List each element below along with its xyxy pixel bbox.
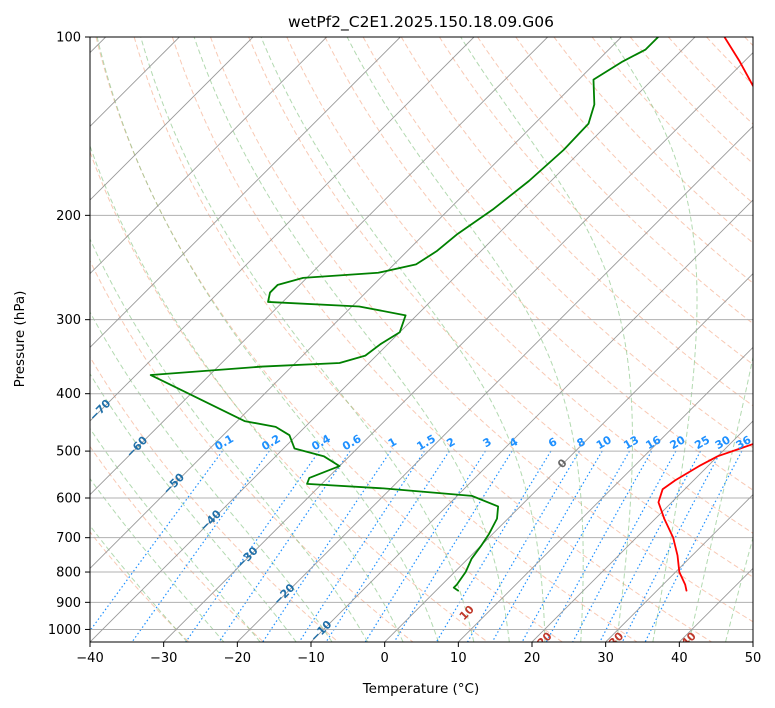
moist-adiabat-line (688, 354, 753, 642)
isotherm-line (90, 37, 696, 642)
dry-adiabat-line (248, 37, 753, 578)
dry-adiabat-line (90, 445, 264, 642)
isotherm-line (531, 420, 753, 642)
x-axis: −40 −30 −20 −10 0 10 20 30 40 50 (76, 642, 761, 666)
y-tick-label: 200 (56, 209, 81, 224)
mixing-ratio-line (621, 450, 722, 642)
x-tick-label: −40 (76, 651, 103, 666)
mixing-ratio-line (545, 450, 653, 642)
y-tick-label: 700 (56, 531, 81, 546)
mixing-ratio-lines (90, 450, 743, 642)
y-tick-label: 100 (56, 31, 81, 46)
mixing-ratio-line (262, 450, 392, 642)
mixing-ratio-line (218, 450, 351, 642)
isotherm-line (90, 37, 622, 569)
mixing-ratio-line (185, 450, 320, 642)
dry-adiabat-line (439, 37, 753, 366)
y-tick-label: 300 (56, 313, 81, 328)
mixing-ratio-line (298, 450, 425, 642)
y-tick-label: 900 (56, 596, 81, 611)
isotherm-line (90, 37, 401, 348)
isotherm-line (90, 37, 475, 422)
profile-series (149, 37, 753, 592)
dry-adiabat-line (515, 37, 753, 284)
moist-adiabat-line (90, 311, 333, 642)
y-tick-label: 600 (56, 492, 81, 507)
mixing-ratio-line (90, 450, 223, 632)
x-tick-label: −30 (150, 651, 177, 666)
dry-adiabat-line (286, 37, 753, 534)
y-tick-label: 500 (56, 445, 81, 460)
isotherm-line (310, 199, 753, 642)
x-tick-label: 50 (745, 651, 762, 666)
x-tick-label: 0 (381, 651, 389, 666)
chart-title: wetPf2_C2E1.2025.150.18.09.G06 (288, 13, 554, 32)
dry-adiabat-line (171, 37, 712, 642)
mixing-ratio-line (491, 450, 603, 642)
dry-adiabat-line (90, 150, 488, 642)
dry-adiabat-line (90, 531, 190, 642)
temperature-profile-line (657, 37, 753, 592)
dry-adiabat-line (210, 37, 753, 623)
dry-adiabat-line (477, 37, 753, 325)
x-axis-label: Temperature (°C) (362, 681, 480, 697)
isotherm-line (384, 273, 753, 642)
moist-adiabat-line (725, 535, 753, 642)
moist-adiabat-line (90, 237, 369, 642)
dry-adiabat-line (324, 37, 753, 491)
isotherm-line (458, 346, 753, 642)
x-tick-label: 30 (597, 651, 614, 666)
mixing-ratio-line (521, 450, 631, 642)
x-tick-label: 40 (671, 651, 688, 666)
dewpoint-profile-line (149, 37, 660, 592)
dry-adiabat-line (90, 259, 414, 642)
x-tick-label: 20 (524, 651, 541, 666)
dry-adiabat-line (400, 37, 753, 407)
isotherm-line (163, 52, 753, 642)
y-axis-label: Pressure (hPa) (12, 291, 28, 388)
isotherm-line (90, 37, 327, 275)
dry-adiabat-line (362, 37, 753, 449)
y-tick-label: 1000 (48, 623, 81, 638)
mixing-ratio-line (644, 450, 743, 642)
isotherm-gridlines (90, 37, 753, 642)
moist-adiabat-line (90, 427, 261, 642)
moist-adiabat-line (90, 372, 297, 642)
moist-adiabat-line (346, 37, 584, 642)
moist-adiabat-line (609, 37, 698, 642)
pressure-gridlines (90, 37, 753, 630)
y-axis: 100 200 300 400 500 600 700 800 900 1000 (48, 31, 90, 638)
dry-adiabat-line (90, 356, 339, 642)
y-tick-label: 800 (56, 566, 81, 581)
mixing-ratio-line (572, 450, 677, 642)
y-tick-label: 400 (56, 387, 81, 402)
moist-adiabat-line (260, 37, 546, 642)
plot-area (90, 37, 753, 642)
mixing-ratio-label: 36 (734, 433, 754, 452)
isotherm-line (237, 125, 753, 642)
isotherm-line (605, 494, 753, 642)
plot-frame (89, 36, 754, 643)
moist-adiabat-line (193, 37, 510, 642)
x-tick-label: −20 (224, 651, 251, 666)
dry-adiabats (90, 37, 753, 642)
moist-adiabat-line (140, 37, 475, 642)
isotherm-line (90, 37, 254, 201)
x-tick-label: −10 (297, 651, 324, 666)
moist-adiabat-line (90, 144, 404, 642)
moist-adiabat-line (90, 477, 225, 642)
dry-adiabat-line (133, 37, 638, 642)
mixing-ratio-line (599, 450, 702, 642)
dry-adiabat-line (95, 37, 563, 642)
isotherm-line (90, 37, 548, 496)
x-tick-label: 10 (450, 651, 467, 666)
